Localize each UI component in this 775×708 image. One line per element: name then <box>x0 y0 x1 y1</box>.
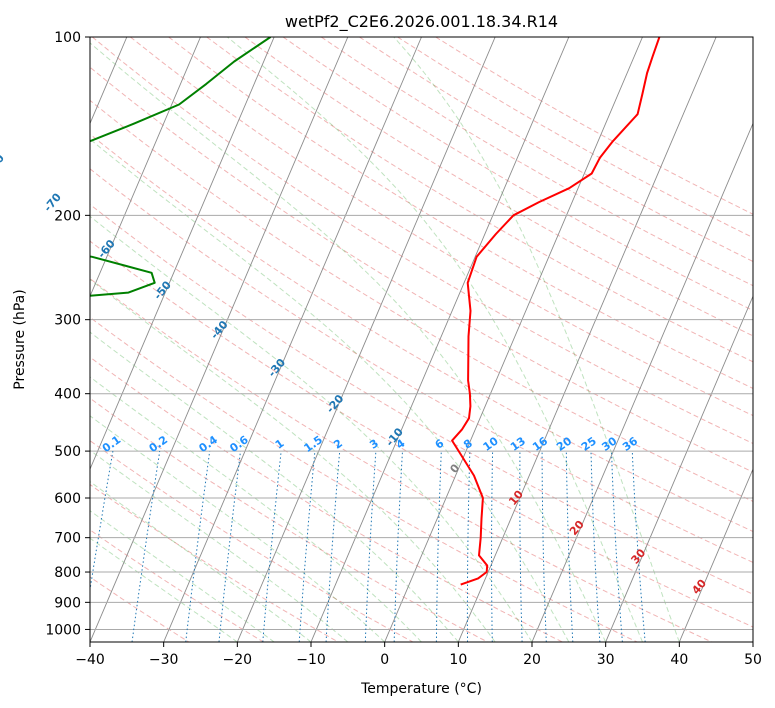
isotherm-label: -80 <box>0 151 7 175</box>
y-tick-label: 100 <box>54 30 81 46</box>
moist-adiabat <box>90 138 570 642</box>
mixing-ratio-line <box>298 451 316 642</box>
x-tick-label: 0 <box>380 652 389 668</box>
dry-adiabat <box>90 278 712 642</box>
x-tick-label: 20 <box>523 652 541 668</box>
dry-adiabat <box>90 316 638 642</box>
mixing-ratio-line <box>218 451 241 642</box>
x-tick-label: −40 <box>75 652 105 668</box>
moist-adiabat <box>393 37 680 642</box>
dry-adiabat <box>91 37 753 445</box>
background-lines <box>90 37 753 642</box>
dry-adiabat <box>90 66 753 473</box>
dry-adiabat <box>90 483 339 642</box>
dry-adiabat <box>90 99 753 502</box>
mixing-ratio-line <box>131 451 161 642</box>
moist-adiabat <box>90 278 496 642</box>
x-tick-label: 50 <box>744 652 762 668</box>
dry-adiabat <box>320 37 753 287</box>
y-tick-label: 500 <box>54 444 81 460</box>
plot-frame <box>89 36 754 643</box>
sounding-profiles <box>90 37 661 586</box>
isotherm <box>605 295 753 642</box>
chart-title: wetPf2_C2E6.2026.001.18.34.R14 <box>285 12 558 32</box>
isotherm <box>457 37 717 642</box>
dry-adiabat <box>206 37 753 363</box>
y-tick-label: 800 <box>54 565 81 581</box>
mixing-ratio-line <box>631 451 646 642</box>
isotherm <box>531 122 753 642</box>
dry-adiabat <box>90 356 563 642</box>
isotherm <box>384 37 643 642</box>
isotherm <box>163 37 422 642</box>
dry-adiabat <box>244 37 753 337</box>
moist-adiabat <box>90 376 422 642</box>
moist-adiabat <box>90 215 533 642</box>
mixing-ratio-line <box>262 451 282 642</box>
y-tick-label: 900 <box>54 595 81 611</box>
x-tick-label: 30 <box>597 652 615 668</box>
mixing-ratio-line <box>185 451 211 642</box>
mixing-ratio-line <box>90 451 114 593</box>
y-tick-label: 200 <box>54 208 81 224</box>
y-tick-label: 400 <box>54 387 81 403</box>
x-tick-label: 40 <box>670 652 688 668</box>
temperature-profile <box>451 37 661 586</box>
dry-adiabat <box>90 133 753 533</box>
x-tick-label: −30 <box>149 652 179 668</box>
moist-adiabat <box>90 415 386 642</box>
dry-adiabat <box>90 397 488 642</box>
plot-area <box>90 37 753 642</box>
y-axis-label: Pressure (hPa) <box>12 289 28 389</box>
x-axis-label: Temperature (°C) <box>360 681 482 697</box>
isotherm <box>236 37 496 642</box>
moist-adiabat <box>90 449 349 642</box>
moist-adiabat <box>90 537 238 642</box>
dry-adiabat <box>90 240 753 628</box>
y-tick-label: 1000 <box>45 622 81 638</box>
y-tick-label: 700 <box>54 531 81 547</box>
dry-adiabat <box>90 529 264 642</box>
moist-adiabat <box>90 331 459 642</box>
dry-adiabat <box>90 576 190 642</box>
dry-adiabat <box>90 203 753 595</box>
isotherm <box>678 467 753 642</box>
y-tick-label: 300 <box>54 313 81 329</box>
y-tick-label: 600 <box>54 491 81 507</box>
x-tick-label: −10 <box>296 652 326 668</box>
isotherm <box>310 37 570 642</box>
isotherm <box>90 37 275 471</box>
moist-adiabat <box>90 510 275 642</box>
axis-ticks: −40 −30 −20 −10 0 10 20 30 40 50 100 200 300 400 500 60… <box>45 30 762 668</box>
isotherm <box>90 37 201 298</box>
isotherm <box>90 37 349 642</box>
x-tick-label: −20 <box>223 652 253 668</box>
x-tick-label: 10 <box>449 652 467 668</box>
